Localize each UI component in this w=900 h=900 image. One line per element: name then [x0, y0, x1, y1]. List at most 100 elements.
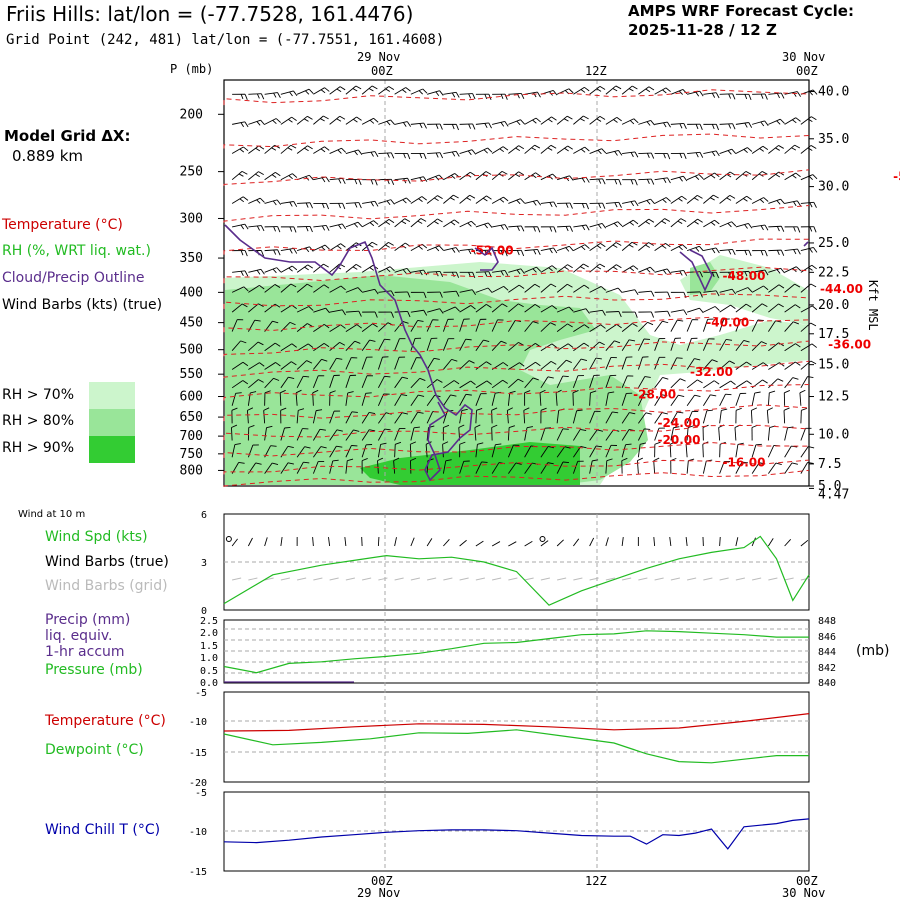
wind-barb: [329, 459, 339, 474]
precip-label: Precip (mm): [45, 612, 131, 628]
wind-barb: [605, 324, 622, 332]
surface-barb-grid: [735, 577, 745, 581]
wind-barb: [589, 148, 607, 155]
wind-barb: [264, 390, 271, 406]
wind-barb: [329, 202, 346, 210]
pressure-axis-label: P (mb): [170, 62, 214, 76]
wind-barb: [427, 291, 443, 298]
wind-speed-line: [223, 535, 810, 606]
wind-barb: [475, 195, 492, 204]
panel-tick-label: 848: [818, 616, 836, 627]
wind-barb: [426, 174, 444, 181]
wind-barb: [264, 425, 273, 441]
wind-barb: [702, 394, 717, 407]
height-tick-label: 20.0: [818, 298, 849, 313]
temperature-contour-label: -24.00: [658, 416, 701, 430]
wind-barb: [312, 375, 325, 388]
wind-barb: [540, 201, 558, 208]
pressure-tick-label: 450: [180, 316, 203, 331]
wind-barb: [475, 361, 492, 370]
wind-barb: [703, 219, 720, 228]
wind-barb: [751, 424, 758, 441]
temp-label: Temperature (°C): [45, 713, 166, 729]
wind-barb: [248, 225, 265, 232]
wind-barb: [313, 446, 327, 458]
panel-tick-label: 1.5: [200, 641, 218, 652]
temperature-contour-label: -40.00: [706, 316, 749, 330]
wind-barb: [248, 379, 264, 389]
wind-barb: [654, 197, 671, 204]
wind-barb: [589, 116, 606, 125]
wind-barb: [378, 290, 395, 297]
wind-barb: [735, 287, 753, 293]
wind-barb: [654, 218, 671, 228]
wind-barb: [443, 306, 460, 313]
surface-barb-true: [735, 537, 739, 547]
wind-barb: [231, 340, 247, 352]
wind-barb: [573, 284, 590, 293]
wind-barb: [735, 303, 752, 313]
wind-barb: [768, 92, 785, 99]
forecast-cycle: AMPS WRF Forecast Cycle: 2025-11-28 / 12…: [628, 2, 854, 40]
wind-barb: [719, 93, 736, 100]
wind-barb: [718, 424, 725, 441]
wind-barb: [752, 269, 769, 276]
wind-barb: [313, 146, 330, 154]
wind-barb: [621, 392, 633, 406]
wind-barb: [443, 358, 458, 370]
wind-barb: [687, 151, 704, 158]
wind-barb: [248, 93, 265, 100]
height-tick-label: 30.0: [818, 180, 849, 195]
wind-barb: [345, 149, 363, 156]
wind-barb: [313, 224, 330, 231]
surface-barb-grid: [394, 577, 404, 581]
wind-barb: [621, 339, 636, 351]
wind-barb: [280, 201, 298, 207]
wind-barb: [752, 250, 768, 257]
pressure-tick-label: 650: [180, 410, 203, 425]
wind-barb: [394, 121, 412, 127]
wind-barb: [556, 283, 573, 293]
wind-barb: [426, 337, 438, 351]
wind-barb: [654, 268, 672, 275]
wind-barb: [621, 85, 638, 95]
wind-barb: [573, 308, 590, 314]
wind-barb: [621, 265, 639, 273]
surface-barb-grid: [378, 577, 388, 581]
surface-barb-grid: [410, 577, 420, 581]
wind-barb: [459, 460, 470, 474]
wind-barb: [313, 307, 330, 314]
surface-barb-true: [344, 537, 347, 547]
wind-barb: [475, 408, 483, 424]
wind-barb: [670, 89, 688, 95]
wind-barb: [638, 86, 655, 95]
surface-barb-grid: [703, 577, 713, 581]
wind-barb: [784, 117, 801, 125]
wind-barb: [621, 356, 633, 370]
wind-barb: [670, 337, 682, 351]
surface-barb-true: [231, 538, 238, 547]
wind-barb: [508, 171, 525, 181]
temperature-contour-label: -48.00: [723, 269, 766, 283]
wind-barb: [475, 287, 493, 293]
wind-barb: [670, 411, 684, 424]
wind-barb: [410, 337, 422, 351]
surface-barb-grid: [362, 577, 372, 581]
wind-barb: [475, 393, 487, 406]
wind-barb: [475, 380, 492, 389]
model-grid-dx: Model Grid ΔX: 0.889 km: [4, 126, 131, 166]
wind-barb: [263, 407, 270, 424]
surface-barb-true: [540, 540, 549, 547]
wind-barb: [361, 323, 378, 332]
wind-spd-label: Wind Spd (kts): [45, 529, 148, 545]
wind-barb: [784, 91, 801, 97]
wind-barb: [264, 249, 281, 256]
temperature-contour-line: [223, 442, 810, 458]
temperature-line: [223, 713, 810, 732]
wind-barb: [556, 306, 574, 313]
wind-barb: [280, 283, 297, 293]
wind-barb: [394, 427, 406, 441]
wind-barb: [751, 197, 769, 204]
wind-barb: [345, 263, 362, 273]
wind-barb: [377, 375, 391, 389]
